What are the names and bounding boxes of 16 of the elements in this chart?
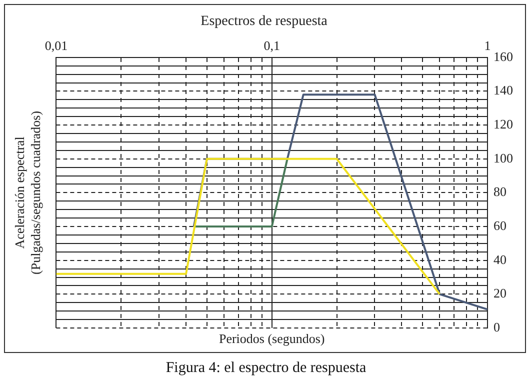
y-axis-title: Aceleración espectral (Pulgadas/segundos cuadrados) bbox=[12, 110, 43, 274]
chart-title: Espectros de respuesta bbox=[200, 14, 328, 30]
x-tick-label: 0,1 bbox=[264, 38, 280, 54]
y-tick-label: 40 bbox=[494, 252, 506, 267]
x-axis-title: Periodos (segundos) bbox=[218, 330, 325, 346]
x-tick-label: 0,01 bbox=[44, 38, 68, 54]
y-tick-label: 140 bbox=[494, 82, 513, 98]
y-tick-label: 120 bbox=[494, 116, 513, 132]
y-tick-label: 0 bbox=[494, 319, 500, 334]
x-tick-label: 1 bbox=[484, 38, 491, 54]
y-tick-label: 80 bbox=[494, 184, 506, 200]
y-tick-label: 100 bbox=[494, 150, 513, 166]
y-tick-label: 160 bbox=[494, 48, 513, 64]
y-tick-label: 20 bbox=[494, 286, 506, 301]
y-tick-label: 60 bbox=[494, 218, 506, 233]
text: Figura 4: el espectro de respuesta bbox=[164, 360, 368, 377]
